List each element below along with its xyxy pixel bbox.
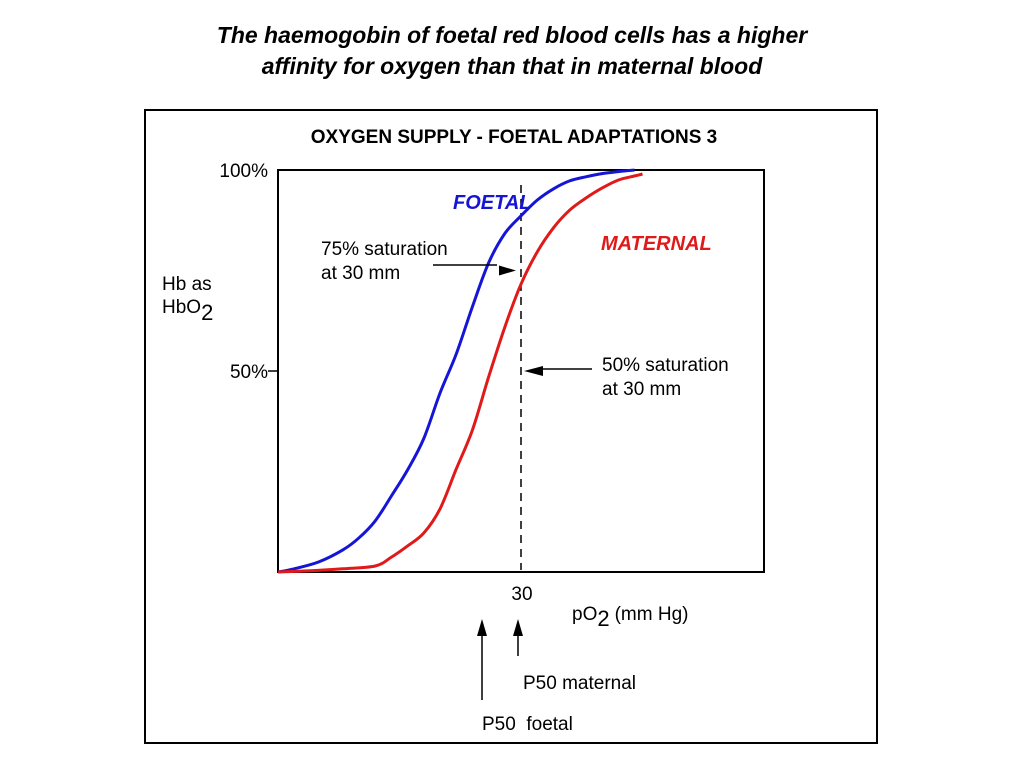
y-axis-label-main: HbO <box>162 297 201 318</box>
slide-title-line-1: The haemogobin of foetal red blood cells… <box>216 22 808 48</box>
y-axis-label-subscript: 2 <box>201 300 213 325</box>
series-foetal-line <box>277 168 635 574</box>
annotation-75-line-1: 75% saturation <box>321 239 448 260</box>
chart-frame <box>144 109 878 744</box>
slide-title-line-2: affinity for oxygen than that in materna… <box>261 53 763 79</box>
series-foetal-label: FOETAL <box>453 192 532 214</box>
p50-maternal-label: P50 maternal <box>523 673 636 694</box>
y-tick-label: 100% <box>219 161 268 182</box>
x-tick-label: 30 <box>511 584 532 605</box>
slide-title: The haemogobin of foetal red blood cells… <box>0 20 1024 82</box>
x-axis-label-main: pO <box>572 604 597 625</box>
annotation-75-line-2: at 30 mm <box>321 263 400 284</box>
x-axis-label: pO2 (mm Hg) <box>572 604 689 631</box>
y-axis-label-line-2: HbO2 <box>162 297 213 325</box>
annotation-50-arrowhead <box>524 366 543 376</box>
series-maternal-label: MATERNAL <box>601 233 712 255</box>
y-axis-ticks: 100% 50% <box>219 161 278 383</box>
x-axis-label-unit: (mm Hg) <box>615 604 689 625</box>
p50-foetal-arrowhead <box>477 619 487 636</box>
x-axis-ticks: 30 <box>511 584 532 605</box>
series-maternal-line <box>277 172 643 574</box>
chart-title: OXYGEN SUPPLY - FOETAL ADAPTATIONS 3 <box>311 127 717 148</box>
p50-maternal-arrowhead <box>513 619 523 636</box>
x-axis-label-subscript: 2 <box>597 606 609 631</box>
y-tick-label: 50% <box>230 362 268 383</box>
annotation-50-line-2: at 30 mm <box>602 379 681 400</box>
y-axis-label-line-1: Hb as <box>162 274 212 295</box>
p50-foetal-label: P50 foetal <box>482 714 573 735</box>
annotation-50-line-1: 50% saturation <box>602 355 729 376</box>
annotation-75-arrowhead <box>499 265 516 276</box>
